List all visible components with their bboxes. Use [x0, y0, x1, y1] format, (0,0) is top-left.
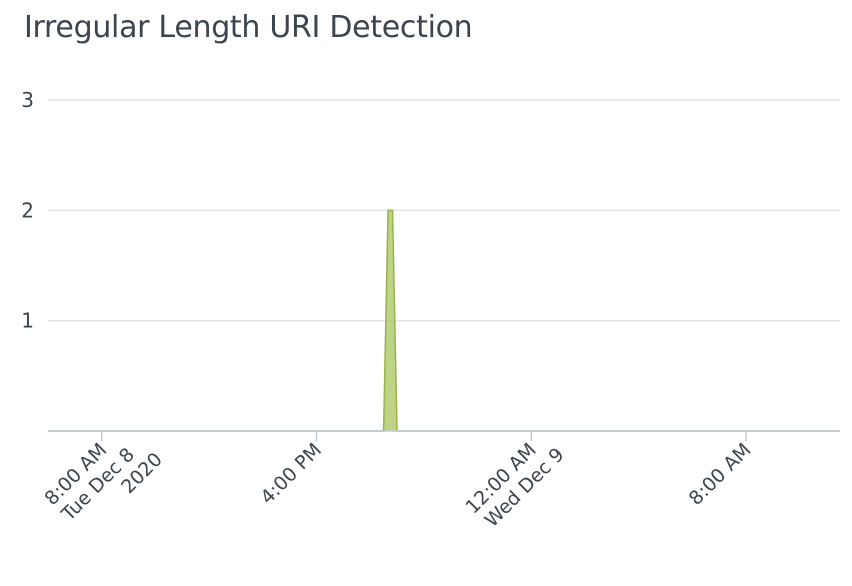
x-tick-label-group: 8:00 AM — [685, 439, 756, 510]
x-tick-label: 8:00 AM — [685, 439, 756, 510]
x-tick-label-group: 4:00 PM — [256, 439, 326, 509]
y-tick-label-2: 2 — [21, 198, 34, 222]
chart-title: Irregular Length URI Detection — [24, 10, 473, 45]
x-tick-label: 4:00 PM — [256, 439, 326, 509]
y-axis-ticks: 1 2 3 — [21, 88, 34, 333]
y-tick-label-1: 1 — [21, 309, 34, 333]
y-tick-label-3: 3 — [21, 88, 34, 112]
gridlines — [48, 99, 840, 322]
